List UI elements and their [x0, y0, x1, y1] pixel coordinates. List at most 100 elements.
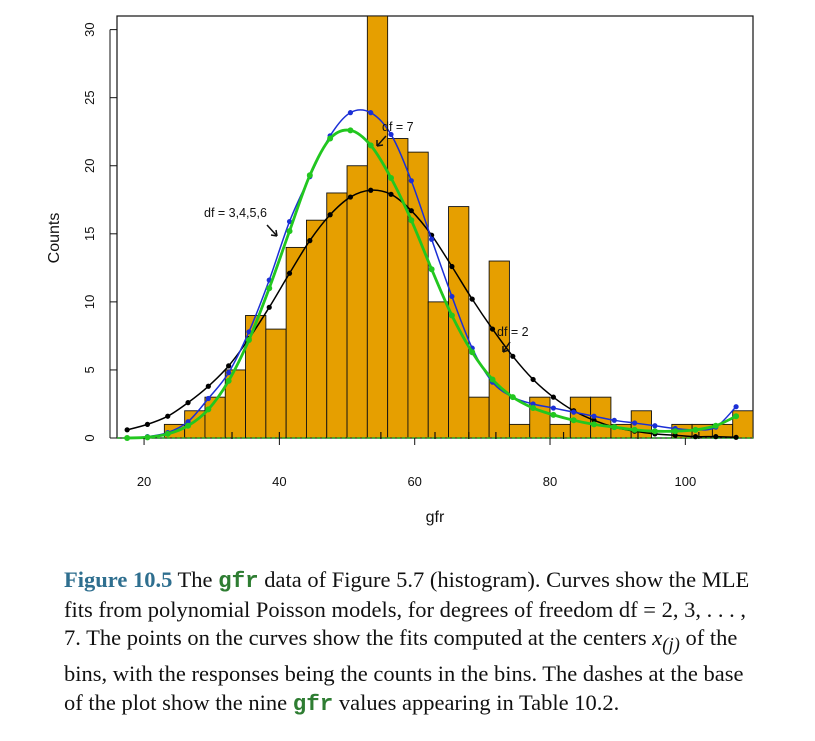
- fit-point: [530, 401, 536, 407]
- fit-point: [489, 326, 496, 332]
- fit-point: [469, 349, 476, 356]
- y-tick-label: 0: [82, 434, 97, 441]
- fit-point: [449, 293, 455, 300]
- annotation-df7-arrow: [376, 135, 387, 147]
- histogram-bar: [549, 423, 571, 439]
- fit-point: [611, 417, 617, 423]
- y-axis-label: Counts: [46, 213, 63, 264]
- fit-point: [306, 172, 313, 179]
- caption-text-3: of the bins, with the responses being th…: [64, 625, 744, 715]
- histogram-bar: [305, 219, 328, 439]
- fit-point: [144, 421, 151, 427]
- fit-point: [550, 411, 557, 418]
- x-tick-label: 60: [407, 474, 421, 489]
- fit-point: [692, 426, 699, 433]
- figure-caption: Figure 10.5 The gfr data of Figure 5.7 (…: [64, 566, 754, 718]
- fit-point: [571, 409, 577, 415]
- x-axis: 20 40 60 80 100: [137, 438, 696, 489]
- fit-point: [672, 428, 679, 435]
- fit-point: [286, 228, 293, 235]
- y-axis: 0 5 10 15 20 25 30: [82, 22, 117, 442]
- fit-point: [286, 218, 293, 225]
- y-tick-label: 5: [82, 366, 97, 373]
- fit-point: [226, 370, 232, 376]
- fit-point: [570, 417, 577, 424]
- fit-point: [185, 422, 192, 429]
- annotation-df2: df = 2: [497, 325, 529, 339]
- fit-point: [692, 434, 699, 440]
- fit-point: [429, 236, 435, 242]
- histogram-bar: [387, 138, 409, 439]
- y-tick-label: 30: [82, 22, 97, 36]
- fit-point: [530, 405, 537, 412]
- fit-point: [225, 377, 232, 384]
- fit-point: [347, 194, 354, 200]
- x-tick-label: 80: [543, 474, 557, 489]
- fit-point: [672, 432, 678, 438]
- caption-figure-label: Figure 10.5: [64, 567, 173, 592]
- fit-point: [286, 270, 293, 276]
- fit-point: [205, 395, 211, 402]
- histogram-bar: [285, 246, 307, 439]
- annotation-df3456: df = 3,4,5,6: [204, 206, 267, 220]
- histogram-bar: [265, 328, 287, 439]
- fit-point: [367, 142, 374, 149]
- histogram-bar: [366, 15, 389, 439]
- fit-point: [509, 394, 516, 401]
- histogram-bar: [488, 260, 510, 439]
- fit-point: [388, 131, 394, 138]
- caption-text-1: The: [172, 567, 219, 592]
- fit-point: [428, 266, 435, 273]
- fit-curves: [124, 109, 740, 441]
- fit-point: [388, 191, 394, 197]
- fit-point: [510, 353, 516, 359]
- fit-point: [388, 174, 395, 181]
- fit-point: [368, 187, 374, 193]
- caption-math-xj: x(j): [652, 625, 680, 656]
- fit-point: [327, 135, 334, 142]
- annotation-df2-arrow: [502, 341, 511, 353]
- fit-point: [408, 208, 414, 214]
- histogram-bar: [407, 151, 429, 439]
- x-tick-label: 40: [272, 474, 286, 489]
- histogram-bar: [508, 423, 531, 439]
- fit-point: [245, 336, 252, 343]
- fit-point: [185, 419, 191, 425]
- fit-point: [448, 312, 455, 319]
- annotation-df7: df = 7: [382, 120, 414, 134]
- fit-point: [652, 423, 658, 429]
- fit-point: [347, 127, 354, 134]
- x-tick-label: 100: [674, 474, 696, 489]
- x-tick-label: 20: [137, 474, 151, 489]
- fit-point: [164, 430, 171, 437]
- fit-point: [712, 422, 719, 429]
- fit-point: [631, 426, 638, 433]
- x-axis-label: gfr: [426, 509, 445, 526]
- histogram-bar: [468, 396, 490, 439]
- fit-point: [591, 421, 597, 428]
- caption-code-gfr-2: gfr: [292, 690, 334, 717]
- fit-point: [246, 329, 252, 335]
- fit-point: [408, 217, 415, 224]
- fit-point: [550, 394, 557, 400]
- fit-point: [165, 413, 171, 419]
- fit-point: [651, 428, 658, 435]
- fit-point: [368, 110, 374, 116]
- fit-point: [205, 383, 211, 389]
- caption-text-2: data of Figure 5.7 (histogram). Curves s…: [64, 567, 750, 651]
- y-tick-label: 10: [82, 295, 97, 309]
- fit-point: [591, 413, 597, 419]
- fit-point: [226, 363, 232, 369]
- y-tick-label: 15: [82, 227, 97, 241]
- fit-point: [489, 376, 496, 383]
- fit-point: [185, 400, 191, 406]
- fit-point: [611, 424, 618, 431]
- fit-point: [469, 296, 475, 302]
- histogram-bar: [448, 206, 470, 439]
- y-tick-label: 20: [82, 159, 97, 173]
- fit-point: [733, 434, 739, 440]
- fit-point: [449, 263, 455, 270]
- fit-point: [591, 417, 597, 423]
- y-tick-label: 25: [82, 90, 97, 104]
- caption-text-4: values appearing in Table 10.2.: [333, 689, 620, 715]
